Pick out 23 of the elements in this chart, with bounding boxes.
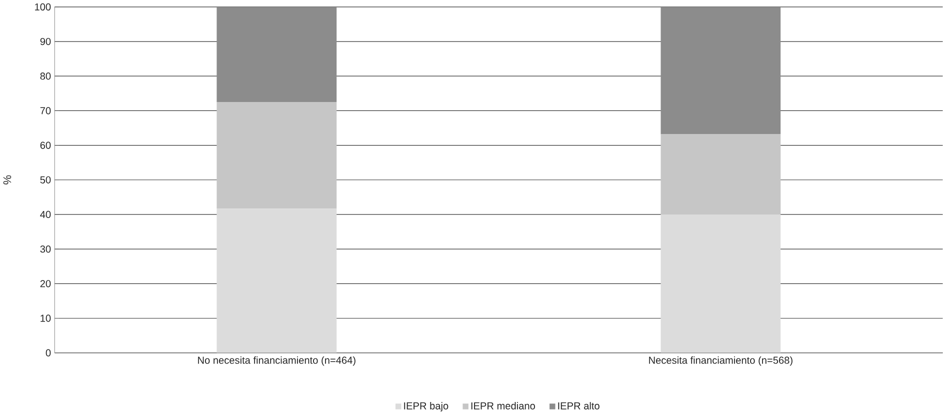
bar xyxy=(660,214,781,353)
legend-label: IEPR mediano xyxy=(471,402,535,410)
y-tick-label: 90 xyxy=(40,38,51,46)
y-tick-label: 20 xyxy=(40,280,51,288)
bar xyxy=(216,6,337,102)
x-tick-label: No necesita financiamiento (n=464) xyxy=(198,356,356,366)
bar xyxy=(216,102,337,209)
y-tick-label: 0 xyxy=(46,349,51,356)
y-tick-label: 50 xyxy=(40,176,51,184)
y-tick-label: 70 xyxy=(40,107,51,114)
y-tick-label: 100 xyxy=(35,3,51,11)
y-tick-label: 40 xyxy=(40,210,51,218)
y-tick-label: 10 xyxy=(40,314,51,322)
bar xyxy=(660,134,781,215)
y-axis-title: % xyxy=(3,175,12,184)
y-tick-label: 30 xyxy=(40,246,51,253)
bar xyxy=(660,6,781,134)
y-tick-label: 80 xyxy=(40,72,51,80)
x-tick-label: Necesita financiamiento (n=568) xyxy=(649,356,792,366)
legend-label: IEPR alto xyxy=(558,402,600,410)
y-tick-label: 60 xyxy=(40,142,51,149)
legend-label: IEPR bajo xyxy=(404,402,448,412)
bar xyxy=(216,208,337,353)
